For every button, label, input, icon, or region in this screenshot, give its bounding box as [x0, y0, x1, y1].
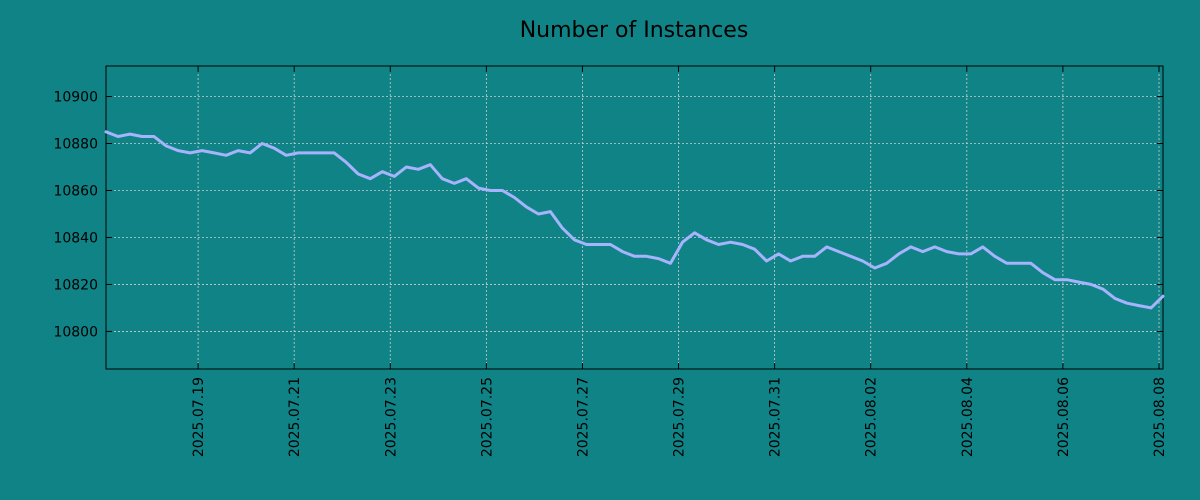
y-tick-label: 10860	[53, 183, 98, 199]
x-tick-label: 2025.07.31	[768, 377, 784, 457]
y-tick-label: 10840	[53, 230, 98, 246]
chart-title: Number of Instances	[520, 18, 749, 43]
x-axis-tick-labels: 2025.07.19 2025.07.21 2025.07.23 2025.07.25…	[191, 377, 1168, 457]
x-tick-label: 2025.08.06	[1056, 377, 1072, 457]
y-tick-label: 10880	[53, 137, 98, 153]
x-tick-label: 2025.08.02	[864, 377, 880, 457]
x-tick-label: 2025.07.29	[672, 377, 688, 457]
x-tick-label: 2025.07.19	[191, 377, 207, 457]
series-line	[104, 130, 1165, 310]
y-tick-label: 10900	[53, 90, 98, 106]
x-tick-label: 2025.08.08	[1152, 377, 1168, 457]
grid-lines	[106, 66, 1163, 369]
axis-ticks	[106, 66, 1163, 369]
x-tick-label: 2025.07.21	[287, 377, 303, 457]
x-tick-label: 2025.08.04	[960, 377, 976, 457]
y-tick-label: 10820	[53, 277, 98, 293]
x-tick-label: 2025.07.23	[383, 377, 399, 457]
x-tick-label: 2025.07.25	[479, 377, 495, 457]
y-tick-label: 10800	[53, 324, 98, 340]
y-axis-tick-labels: 10800 10820 10840 10860 10880 10900	[53, 90, 98, 341]
x-tick-label: 2025.07.27	[575, 377, 591, 457]
plot-frame	[105, 65, 1164, 370]
